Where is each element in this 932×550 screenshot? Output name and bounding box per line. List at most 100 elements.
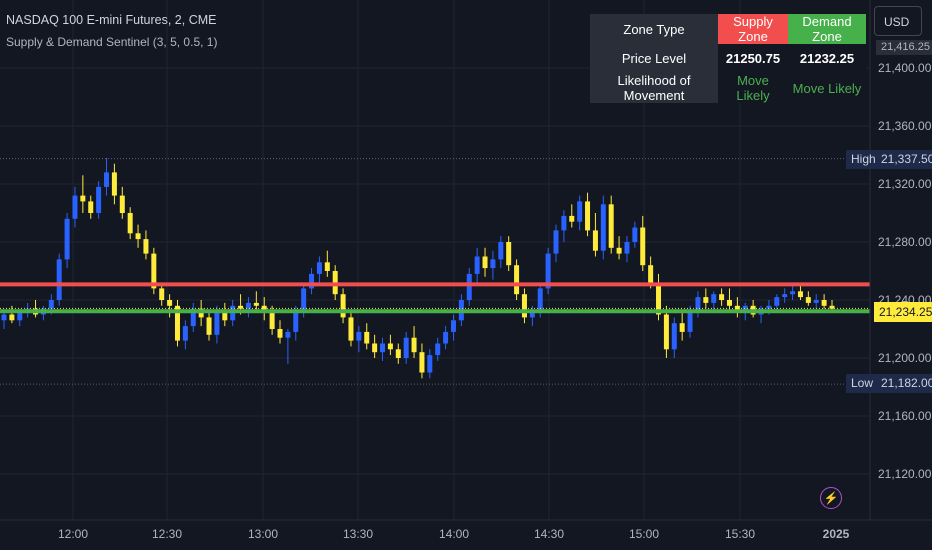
- high-label: High: [846, 150, 881, 169]
- candle-body: [797, 291, 803, 298]
- candle-body: [364, 331, 370, 344]
- candle-body: [719, 294, 725, 300]
- candle-body: [127, 213, 133, 234]
- candle-body: [679, 323, 685, 332]
- candle-body: [427, 355, 433, 373]
- indicator-label[interactable]: Supply & Demand Sentinel (3, 5, 0.5, 1): [6, 35, 218, 49]
- candle-body: [48, 300, 54, 309]
- candle-body: [782, 294, 788, 298]
- time-tick-label: 15:00: [629, 527, 659, 541]
- demand-price: 21232.25: [788, 44, 866, 73]
- candle-body: [742, 305, 748, 312]
- candle-body: [608, 204, 614, 248]
- candle-body: [403, 337, 409, 358]
- candle-body: [269, 311, 275, 329]
- candle-body: [1, 314, 7, 321]
- price-tick-label: 21,120.00: [878, 467, 932, 481]
- lightning-icon[interactable]: ⚡: [820, 487, 842, 509]
- candle-body: [514, 265, 520, 295]
- candle-body: [774, 297, 780, 306]
- price-tick-label: 21,360.00: [878, 119, 932, 133]
- candle-body: [711, 294, 717, 303]
- candle-body: [174, 305, 180, 341]
- candle-body: [600, 204, 606, 251]
- candle-body: [529, 311, 535, 318]
- price-tick-label: 21,320.00: [878, 177, 932, 191]
- price-tick-label: 21,400.00: [878, 61, 932, 75]
- candle-body: [569, 215, 575, 222]
- price-level-label: Price Level: [590, 44, 718, 73]
- candle-body: [104, 172, 110, 187]
- candle-body: [813, 300, 819, 303]
- candle-body: [238, 305, 244, 309]
- candle-body: [72, 195, 78, 219]
- candle-body: [435, 343, 441, 356]
- low-label: Low: [846, 374, 879, 393]
- candle-body: [829, 305, 835, 309]
- candle-body: [167, 300, 173, 306]
- candle-body: [214, 311, 220, 335]
- candle-body: [293, 311, 299, 332]
- supply-likelihood: Move Likely: [718, 73, 788, 103]
- candle-body: [805, 297, 811, 303]
- candle-body: [96, 186, 102, 213]
- candle-body: [56, 259, 62, 300]
- candle-body: [119, 195, 125, 213]
- candle-body: [687, 311, 693, 332]
- time-tick-label: 2025: [823, 527, 850, 541]
- candle-body: [143, 239, 149, 254]
- candle-body: [309, 273, 315, 289]
- candle-body: [663, 314, 669, 350]
- candle-body: [585, 201, 591, 231]
- candle-body: [253, 302, 259, 306]
- demand-zone-header: Demand Zone: [788, 14, 866, 44]
- zone-type-header: Zone Type: [590, 14, 718, 44]
- candle-body: [190, 308, 196, 327]
- time-tick-label: 14:00: [439, 527, 469, 541]
- candle-body: [537, 288, 543, 312]
- candle-body: [592, 230, 598, 251]
- time-tick-label: 12:00: [58, 527, 88, 541]
- candle-body: [88, 201, 94, 213]
- candle-body: [245, 302, 251, 309]
- candle-body: [671, 323, 677, 350]
- candle-body: [624, 242, 630, 254]
- high-low-lines: [0, 158, 870, 385]
- candle-body: [372, 343, 378, 353]
- candle-body: [577, 201, 583, 222]
- candle-body: [301, 288, 307, 312]
- candle-body: [9, 314, 15, 321]
- candle-body: [640, 227, 646, 266]
- candle-body: [277, 329, 283, 338]
- price-tick-label: 21,200.00: [878, 351, 932, 365]
- candle-body: [443, 331, 449, 344]
- candle-body: [348, 317, 354, 341]
- candle-body: [821, 300, 827, 306]
- low-value: 21,182.00: [876, 374, 932, 393]
- time-axis[interactable]: 12:00 12:30 13:00 13:30 14:00 14:30 15:00 15:30…: [0, 519, 932, 541]
- candle-body: [206, 317, 212, 335]
- candle-body: [506, 242, 512, 266]
- candle-body: [151, 253, 157, 289]
- candle-body: [561, 215, 567, 231]
- likelihood-label: Likelihood of Movement: [590, 73, 718, 103]
- candle-body: [159, 288, 165, 300]
- candle-body: [111, 172, 117, 196]
- chart-title: NASDAQ 100 E-mini Futures, 2, CME: [6, 13, 217, 27]
- candle-body: [80, 195, 86, 202]
- candle-body: [734, 305, 740, 312]
- candle-body: [316, 262, 322, 274]
- top-price-tag: 21,416.25: [876, 40, 932, 55]
- candle-body: [490, 259, 496, 269]
- candle-body: [450, 320, 456, 332]
- candle-body: [766, 305, 772, 309]
- currency-button[interactable]: USD: [874, 6, 922, 36]
- candlestick-series: [1, 157, 835, 379]
- candle-body: [521, 294, 527, 318]
- time-tick-label: 14:30: [534, 527, 564, 541]
- price-axis[interactable]: 21,400.00 21,360.00 21,320.00 21,280.00 21,2…: [869, 0, 932, 520]
- candle-body: [632, 227, 638, 242]
- current-price-tag: 21,234.25: [874, 302, 932, 322]
- candle-body: [545, 253, 551, 289]
